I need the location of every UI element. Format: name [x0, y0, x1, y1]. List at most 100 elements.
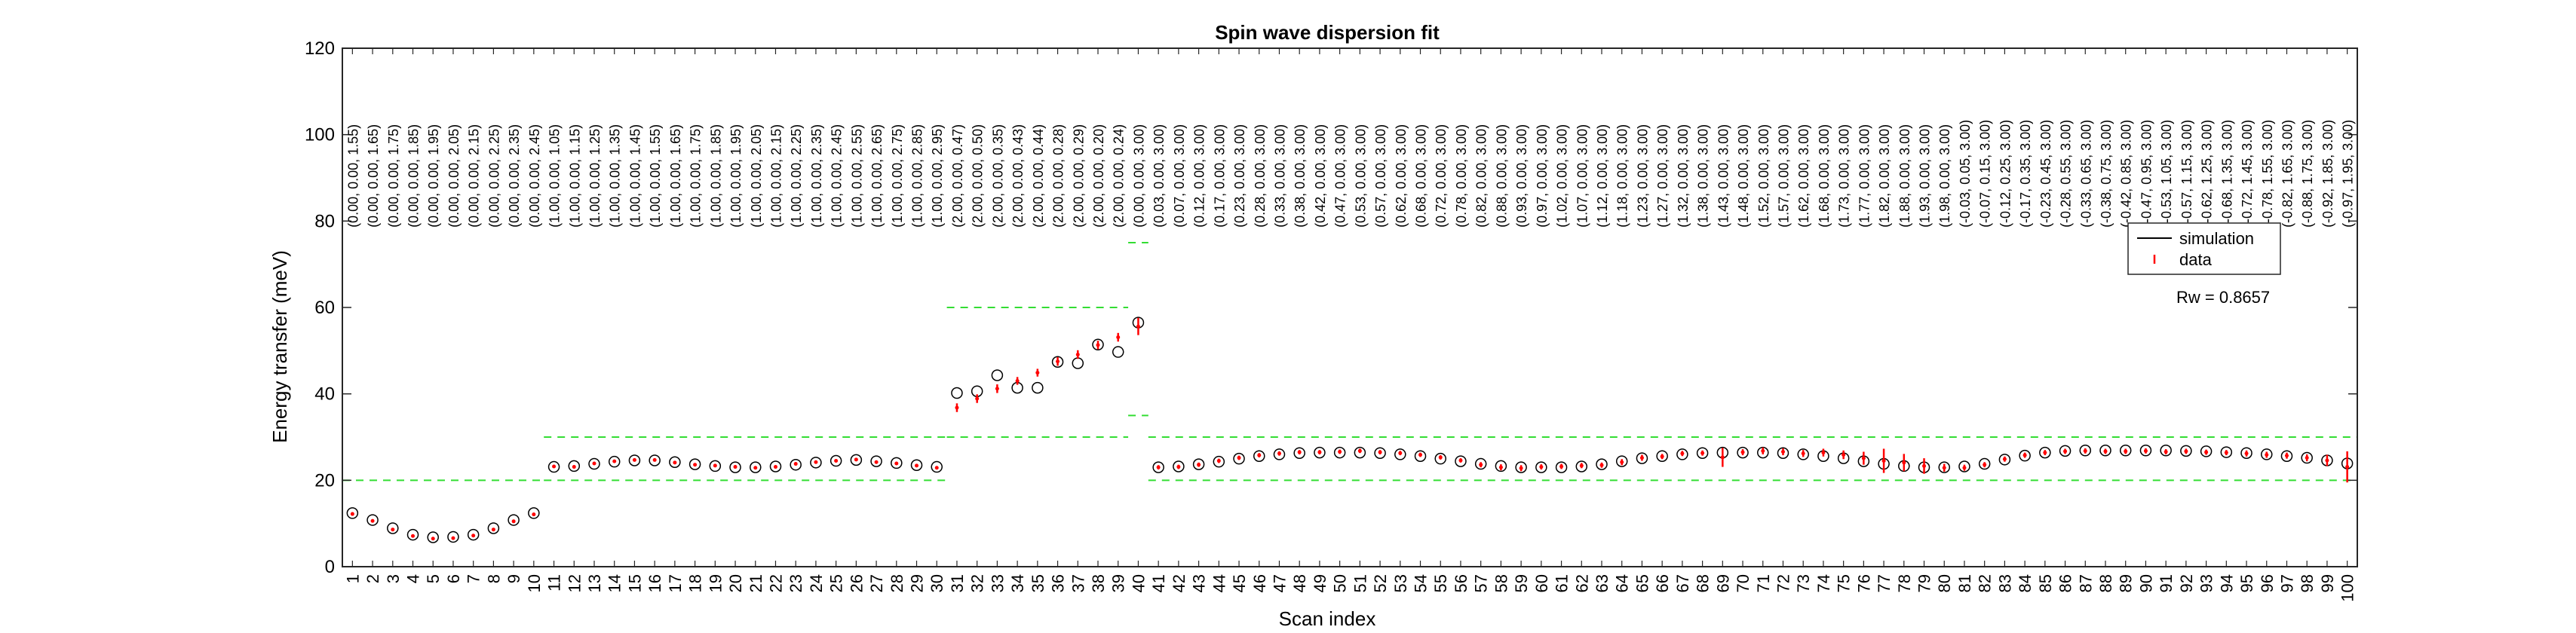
chart-title: Spin wave dispersion fit — [1215, 21, 1440, 44]
x-tick-label-34: 34 — [1008, 574, 1027, 592]
scan-label-59: (0.93, 0.00, 3.00) — [1514, 124, 1529, 228]
scan-label-79: (1.93, 0.00, 3.00) — [1918, 124, 1933, 228]
simulation-point-33 — [991, 369, 1004, 381]
simulation-point-65 — [1636, 452, 1648, 464]
x-tick-label-78: 78 — [1895, 574, 1914, 592]
simulation-point-25 — [830, 454, 842, 467]
x-tick-label-44: 44 — [1210, 574, 1228, 592]
x-tick-label-43: 43 — [1190, 574, 1209, 592]
scan-label-70: (1.48, 0.00, 3.00) — [1736, 124, 1751, 228]
x-tick-label-84: 84 — [2016, 574, 2035, 592]
scan-label-13: (1.00, 0.00, 1.25) — [587, 124, 603, 228]
simulation-point-15 — [628, 454, 641, 466]
scan-label-23: (1.00, 0.00, 2.25) — [789, 124, 804, 228]
legend-data-label: data — [2179, 250, 2213, 269]
scan-label-87: (-0.33, 0.65, 3.00) — [2078, 120, 2093, 228]
scan-label-30: (1.00, 0.00, 2.95) — [930, 124, 945, 228]
scan-label-92: (-0.57, 1.15, 3.00) — [2179, 120, 2194, 228]
data-point-62 — [1579, 463, 1584, 468]
simulation-point-13 — [588, 457, 600, 470]
simulation-point-93 — [2200, 445, 2213, 457]
data-point-48 — [1297, 450, 1302, 454]
x-tick-label-37: 37 — [1069, 574, 1087, 592]
scan-label-97: (-0.82, 1.65, 3.00) — [2280, 120, 2295, 228]
y-tick-label-20: 20 — [314, 470, 335, 491]
simulation-point-50 — [1333, 446, 1346, 459]
data-point-93 — [2204, 450, 2209, 454]
scan-label-90: (-0.47, 0.95, 3.00) — [2139, 120, 2154, 228]
x-tick-label-6: 6 — [444, 574, 463, 583]
x-tick-label-38: 38 — [1089, 574, 1108, 592]
data-point-95 — [2244, 451, 2249, 456]
scan-label-9: (0.00, 0.00, 2.35) — [507, 124, 522, 228]
data-point-90 — [2143, 448, 2148, 453]
data-point-66 — [1660, 454, 1664, 459]
simulation-point-95 — [2240, 447, 2252, 459]
data-point-28 — [894, 461, 899, 466]
scan-label-72: (1.57, 0.00, 3.00) — [1776, 124, 1791, 228]
data-point-26 — [854, 457, 858, 462]
simulation-point-89 — [2119, 445, 2132, 457]
scan-label-32: (2.00, 0.00, 0.50) — [971, 124, 986, 228]
scan-label-63: (1.12, 0.00, 3.00) — [1595, 124, 1610, 228]
x-tick-label-8: 8 — [484, 574, 503, 583]
simulation-point-51 — [1354, 446, 1366, 459]
simulation-point-12 — [568, 460, 581, 472]
scan-label-89: (-0.42, 0.85, 3.00) — [2119, 120, 2134, 228]
data-point-47 — [1277, 451, 1281, 456]
simulation-point-70 — [1737, 446, 1749, 459]
data-point-18 — [693, 463, 698, 467]
scan-label-73: (1.62, 0.00, 3.00) — [1796, 124, 1811, 228]
simulation-point-53 — [1394, 448, 1406, 460]
scan-label-10: (0.00, 0.00, 2.45) — [527, 124, 542, 228]
simulation-point-23 — [790, 458, 802, 471]
scan-label-34: (2.00, 0.00, 0.43) — [1010, 124, 1026, 228]
scan-label-64: (1.18, 0.00, 3.00) — [1615, 124, 1630, 228]
x-tick-label-5: 5 — [424, 574, 443, 583]
x-tick-label-29: 29 — [908, 574, 927, 592]
data-point-39 — [1116, 335, 1121, 340]
data-point-12 — [572, 465, 576, 469]
data-point-31 — [955, 405, 959, 410]
data-point-11 — [552, 464, 557, 469]
x-tick-label-40: 40 — [1129, 574, 1148, 592]
x-tick-label-89: 89 — [2117, 574, 2136, 592]
x-tick-label-70: 70 — [1734, 574, 1753, 592]
x-tick-label-9: 9 — [504, 574, 523, 583]
simulation-point-94 — [2220, 446, 2233, 458]
scan-label-28: (1.00, 0.00, 2.75) — [890, 124, 905, 228]
scan-label-47: (0.33, 0.00, 3.00) — [1272, 124, 1287, 228]
x-tick-label-49: 49 — [1311, 574, 1329, 592]
data-point-79 — [1922, 463, 1927, 468]
scan-label-12: (1.00, 0.00, 1.15) — [567, 124, 582, 228]
x-tick-label-46: 46 — [1250, 574, 1269, 592]
simulation-point-22 — [769, 460, 782, 472]
simulation-point-44 — [1213, 455, 1225, 468]
x-tick-label-90: 90 — [2136, 574, 2155, 592]
data-point-8 — [491, 528, 495, 532]
y-tick-label-120: 120 — [305, 38, 335, 59]
x-tick-label-16: 16 — [646, 574, 664, 592]
simulation-point-56 — [1455, 455, 1467, 467]
data-point-60 — [1539, 465, 1544, 469]
scan-label-61: (1.02, 0.00, 3.00) — [1555, 124, 1570, 228]
data-point-80 — [1942, 466, 1946, 470]
scan-label-17: (1.00, 0.00, 1.65) — [668, 124, 683, 228]
scan-label-38: (2.00, 0.00, 0.20) — [1091, 124, 1106, 228]
simulation-point-54 — [1414, 450, 1427, 462]
scan-label-1: (0.00, 0.00, 1.55) — [345, 124, 360, 228]
data-point-46 — [1257, 453, 1262, 457]
data-point-76 — [1861, 456, 1866, 460]
scan-label-66: (1.27, 0.00, 3.00) — [1655, 124, 1670, 228]
data-point-32 — [975, 396, 980, 401]
data-point-4 — [411, 534, 416, 538]
data-point-59 — [1519, 466, 1523, 470]
simulation-point-90 — [2139, 445, 2152, 457]
data-point-36 — [1056, 359, 1060, 364]
data-point-6 — [451, 536, 455, 540]
scan-label-57: (0.82, 0.00, 3.00) — [1474, 124, 1489, 228]
scan-label-51: (0.53, 0.00, 3.00) — [1353, 124, 1368, 228]
scan-label-67: (1.32, 0.00, 3.00) — [1676, 124, 1691, 228]
x-tick-label-62: 62 — [1572, 574, 1591, 592]
